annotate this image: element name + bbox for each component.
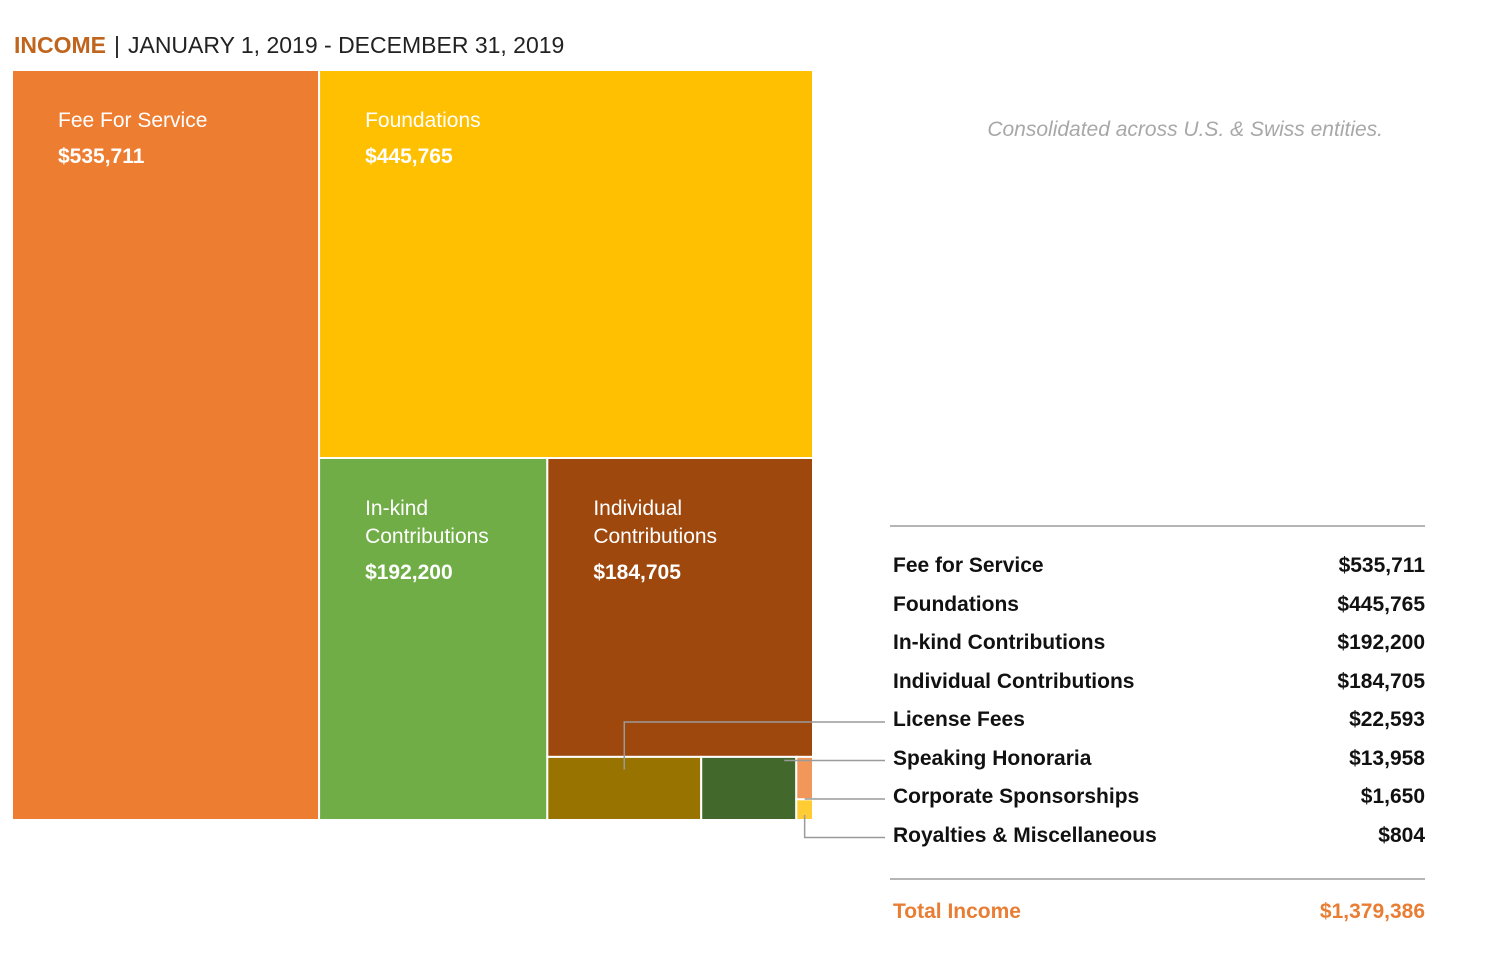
treemap-tile-labels: Fee For Service $535,711 Foundations $445,7… [58, 109, 717, 584]
tile-label-individual-contributions-line-1: Individual [593, 497, 682, 520]
treemap-tiles [11, 69, 815, 822]
legend-value: $1,650 [1360, 785, 1425, 808]
chart-header: INCOME | JANUARY 1, 2019 - DECEMBER 31, 20… [14, 32, 564, 59]
income-legend: Fee for Service $535,711 Foundations $445,7… [890, 525, 1425, 924]
legend-label: Fee for Service [893, 554, 1044, 577]
legend-row: Individual Contributions $184,705 [890, 670, 1425, 709]
tile-value-individual-contributions: $184,705 [593, 561, 681, 584]
tile-value-fee-for-service: $535,711 [58, 145, 145, 168]
legend-value: $13,958 [1349, 746, 1425, 770]
tile-value-foundations: $445,765 [365, 145, 453, 168]
header-separator: | [114, 32, 120, 58]
tile-corporate-sponsorships [795, 755, 815, 801]
legend-label: In-kind Contributions [893, 631, 1106, 654]
consolidation-note: Consolidated across U.S. & Swiss entitie… [987, 118, 1383, 141]
legend-label: Individual Contributions [893, 669, 1135, 693]
legend-label: License Fees [893, 708, 1025, 731]
legend-list: Fee for Service $535,711 Foundations $445,7… [890, 554, 1425, 862]
legend-row: In-kind Contributions $192,200 [890, 631, 1425, 670]
leader-lines [623, 721, 885, 839]
legend-value: $445,765 [1337, 592, 1425, 616]
legend-row: Corporate Sponsorships $1,650 [890, 785, 1425, 824]
total-income-label: Total Income [893, 900, 1021, 923]
legend-row: Speaking Honoraria $13,958 [890, 747, 1425, 786]
legend-value: $22,593 [1349, 708, 1425, 731]
legend-row: Foundations $445,765 [890, 593, 1425, 632]
legend-total-row: Total Income $1,379,386 [890, 878, 1425, 924]
legend-label: Royalties & Miscellaneous [893, 823, 1157, 847]
tile-value-in-kind-contributions: $192,200 [365, 561, 453, 584]
tile-individual-contributions [546, 456, 814, 758]
legend-row: License Fees $22,593 [890, 708, 1425, 747]
legend-row: Fee for Service $535,711 [890, 554, 1425, 593]
legend-value: $184,705 [1337, 669, 1425, 693]
legend-label: Speaking Honoraria [893, 746, 1092, 770]
legend-value: $535,711 [1338, 554, 1425, 577]
tile-label-in-kind-contributions-line-1: In-kind [365, 497, 428, 520]
tile-label-foundations: Foundations [365, 109, 481, 132]
legend-value: $804 [1378, 823, 1425, 847]
tile-in-kind-contributions [318, 456, 549, 821]
header-period: JANUARY 1, 2019 - DECEMBER 31, 2019 [127, 32, 565, 58]
legend-label: Foundations [893, 592, 1019, 616]
tile-label-individual-contributions-line-2: Contributions [593, 525, 717, 548]
tile-foundations [318, 69, 814, 459]
leader-line-royalties-miscellaneous [803, 815, 885, 839]
legend-value: $192,200 [1337, 631, 1425, 654]
tile-speaking-honoraria [700, 755, 798, 822]
tile-fee-for-service [11, 69, 321, 821]
tile-label-in-kind-contributions-line-2: Contributions [365, 525, 489, 548]
legend-row: Royalties & Miscellaneous $804 [890, 824, 1425, 863]
legend-label: Corporate Sponsorships [893, 785, 1140, 808]
tile-label-fee-for-service: Fee For Service [58, 109, 207, 132]
leader-line-license-fees [623, 721, 885, 770]
total-income-value: $1,379,386 [1319, 900, 1425, 923]
header-income-label: INCOME [14, 32, 106, 58]
